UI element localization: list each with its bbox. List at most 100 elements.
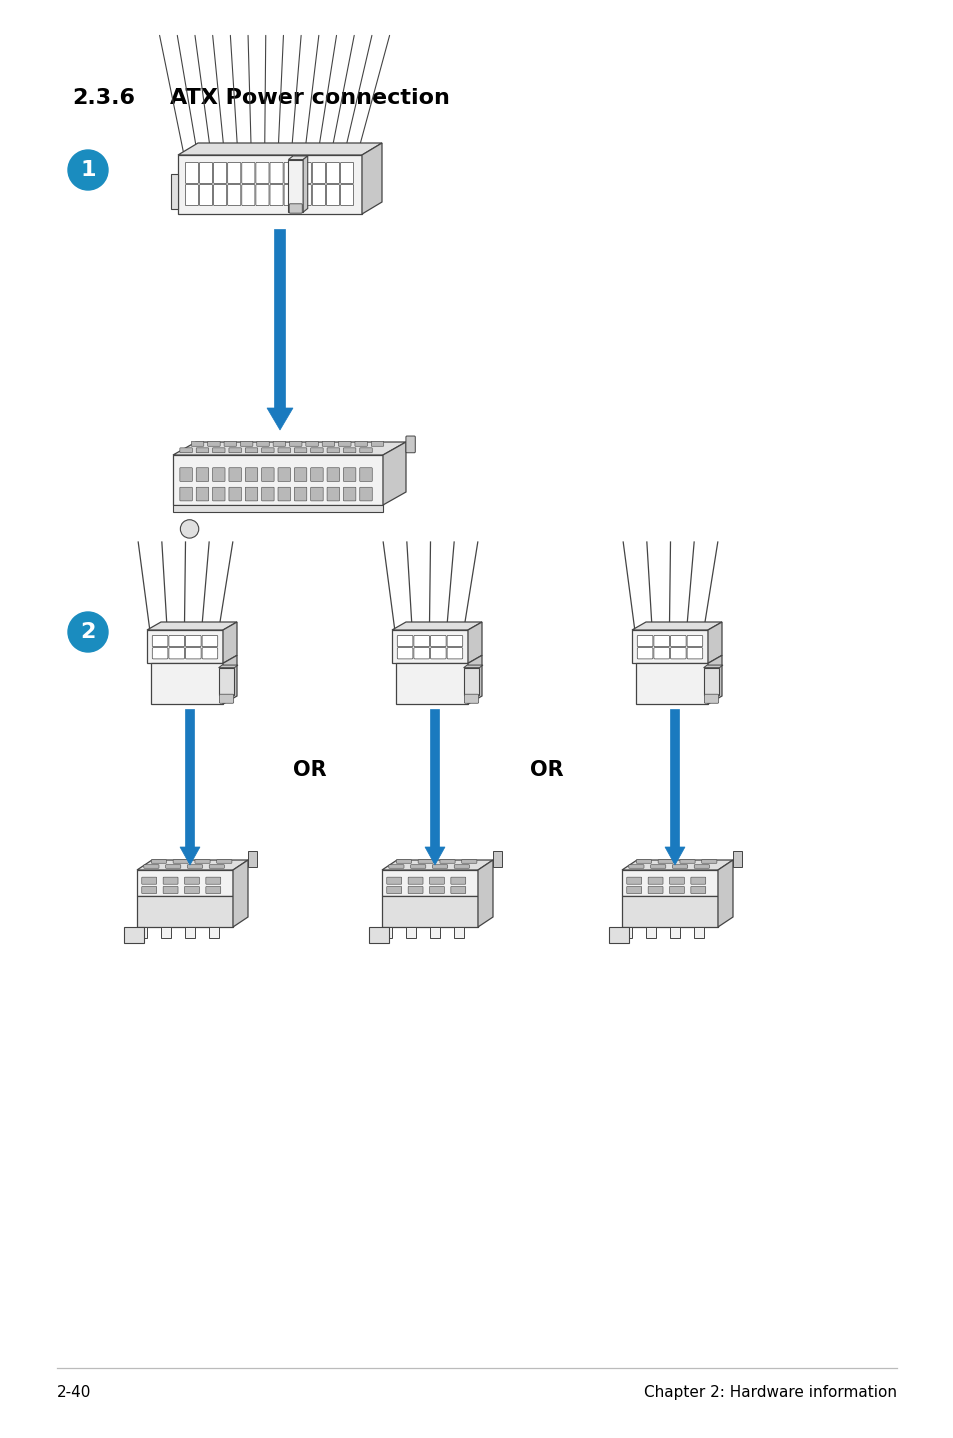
Polygon shape [664, 847, 684, 866]
FancyBboxPatch shape [340, 184, 354, 206]
FancyBboxPatch shape [405, 436, 415, 453]
FancyBboxPatch shape [670, 647, 685, 659]
FancyBboxPatch shape [216, 860, 232, 863]
Polygon shape [732, 851, 741, 867]
Polygon shape [381, 870, 477, 896]
FancyBboxPatch shape [241, 162, 254, 184]
FancyBboxPatch shape [408, 886, 422, 893]
FancyBboxPatch shape [647, 877, 662, 884]
FancyBboxPatch shape [658, 860, 673, 863]
Polygon shape [248, 851, 256, 867]
FancyBboxPatch shape [653, 636, 669, 647]
Polygon shape [267, 408, 293, 430]
FancyBboxPatch shape [430, 647, 446, 659]
FancyBboxPatch shape [686, 647, 702, 659]
Polygon shape [137, 860, 248, 870]
Polygon shape [152, 663, 223, 705]
Polygon shape [288, 155, 308, 160]
Polygon shape [381, 860, 493, 870]
FancyBboxPatch shape [202, 636, 217, 647]
FancyBboxPatch shape [298, 184, 311, 206]
FancyBboxPatch shape [245, 467, 257, 482]
FancyBboxPatch shape [180, 487, 193, 500]
FancyBboxPatch shape [163, 886, 178, 893]
Circle shape [68, 150, 108, 190]
Text: 2-40: 2-40 [57, 1385, 91, 1401]
FancyBboxPatch shape [184, 886, 199, 893]
FancyBboxPatch shape [169, 636, 184, 647]
Polygon shape [137, 928, 147, 938]
Polygon shape [670, 709, 679, 847]
Polygon shape [369, 928, 389, 943]
FancyBboxPatch shape [395, 860, 411, 863]
Polygon shape [218, 667, 234, 695]
FancyBboxPatch shape [180, 467, 193, 482]
Polygon shape [621, 870, 718, 896]
FancyBboxPatch shape [213, 162, 227, 184]
Polygon shape [454, 928, 464, 938]
Polygon shape [185, 928, 195, 938]
Polygon shape [468, 656, 481, 705]
FancyBboxPatch shape [185, 184, 198, 206]
FancyBboxPatch shape [311, 447, 323, 453]
Polygon shape [361, 142, 381, 214]
Polygon shape [636, 663, 707, 705]
FancyBboxPatch shape [408, 877, 422, 884]
FancyBboxPatch shape [343, 487, 355, 500]
FancyBboxPatch shape [224, 441, 236, 446]
Polygon shape [631, 623, 721, 630]
FancyBboxPatch shape [270, 162, 283, 184]
FancyBboxPatch shape [196, 447, 209, 453]
FancyBboxPatch shape [277, 467, 290, 482]
FancyBboxPatch shape [171, 174, 178, 210]
FancyBboxPatch shape [343, 467, 355, 482]
Polygon shape [381, 896, 477, 928]
FancyBboxPatch shape [241, 184, 254, 206]
FancyBboxPatch shape [163, 877, 178, 884]
FancyBboxPatch shape [414, 636, 429, 647]
FancyBboxPatch shape [142, 886, 156, 893]
FancyBboxPatch shape [192, 441, 204, 446]
Text: 1: 1 [80, 160, 95, 180]
FancyBboxPatch shape [277, 447, 290, 453]
FancyBboxPatch shape [245, 447, 257, 453]
FancyBboxPatch shape [669, 877, 683, 884]
FancyBboxPatch shape [261, 487, 274, 500]
FancyBboxPatch shape [703, 695, 718, 703]
FancyBboxPatch shape [386, 877, 401, 884]
FancyBboxPatch shape [206, 886, 220, 893]
FancyBboxPatch shape [289, 204, 302, 213]
FancyBboxPatch shape [311, 467, 323, 482]
FancyBboxPatch shape [294, 467, 307, 482]
FancyBboxPatch shape [213, 467, 225, 482]
Text: 2: 2 [80, 623, 95, 641]
FancyBboxPatch shape [219, 695, 233, 703]
Polygon shape [223, 623, 236, 663]
Polygon shape [645, 928, 656, 938]
FancyBboxPatch shape [144, 864, 159, 869]
Polygon shape [707, 656, 721, 705]
FancyBboxPatch shape [256, 441, 269, 446]
FancyBboxPatch shape [454, 864, 469, 869]
FancyBboxPatch shape [686, 636, 702, 647]
FancyBboxPatch shape [152, 647, 168, 659]
FancyBboxPatch shape [206, 877, 220, 884]
FancyBboxPatch shape [306, 441, 318, 446]
FancyBboxPatch shape [229, 467, 241, 482]
FancyBboxPatch shape [169, 647, 184, 659]
FancyBboxPatch shape [284, 162, 297, 184]
Polygon shape [669, 928, 679, 938]
FancyBboxPatch shape [396, 647, 413, 659]
Polygon shape [209, 928, 219, 938]
Text: Chapter 2: Hardware information: Chapter 2: Hardware information [643, 1385, 896, 1401]
FancyBboxPatch shape [417, 860, 433, 863]
FancyBboxPatch shape [653, 647, 669, 659]
FancyBboxPatch shape [389, 864, 403, 869]
Polygon shape [608, 928, 628, 943]
FancyBboxPatch shape [202, 647, 217, 659]
FancyBboxPatch shape [228, 184, 240, 206]
FancyBboxPatch shape [294, 447, 307, 453]
Polygon shape [631, 630, 707, 663]
FancyBboxPatch shape [359, 487, 372, 500]
FancyBboxPatch shape [185, 636, 201, 647]
